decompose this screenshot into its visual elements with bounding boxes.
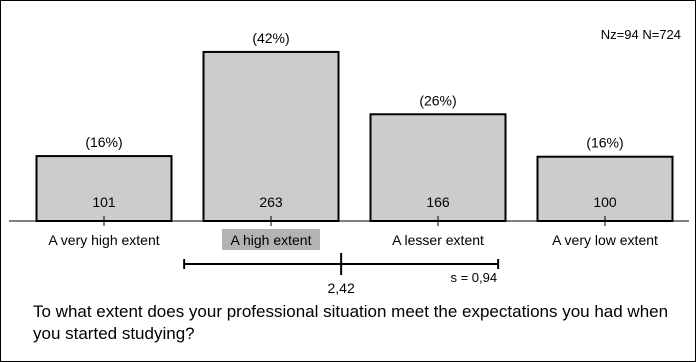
sd-label: s = 0,94: [450, 270, 497, 285]
value-label-3: 166: [426, 194, 450, 210]
mean-label: 2,42: [328, 280, 355, 296]
sample-info: Nz=94 N=724: [601, 27, 681, 42]
percent-label-3: (26%): [419, 92, 456, 108]
percent-label-4: (16%): [586, 135, 623, 151]
bar-1: [35, 155, 173, 222]
category-label-4: A very low extent: [552, 232, 658, 248]
percent-label-2: (42%): [252, 30, 289, 46]
bar-chart: Nz=94 N=724 (16%) 101 A very high extent (42…: [9, 27, 689, 296]
bar-3: [369, 113, 507, 222]
bar-2: [202, 50, 340, 222]
value-label-4: 100: [593, 194, 617, 210]
percent-label-1: (16%): [85, 134, 122, 150]
highlight-label-bg: [222, 229, 320, 250]
category-label-1: A very high extent: [48, 232, 159, 248]
category-label-3: A lesser extent: [392, 232, 484, 248]
bar-4: [536, 155, 674, 222]
value-label-1: 101: [92, 194, 116, 210]
category-label-2: A high extent: [231, 232, 312, 248]
value-label-2: 263: [259, 194, 283, 210]
question-text: To what extent does your professional si…: [33, 302, 669, 343]
